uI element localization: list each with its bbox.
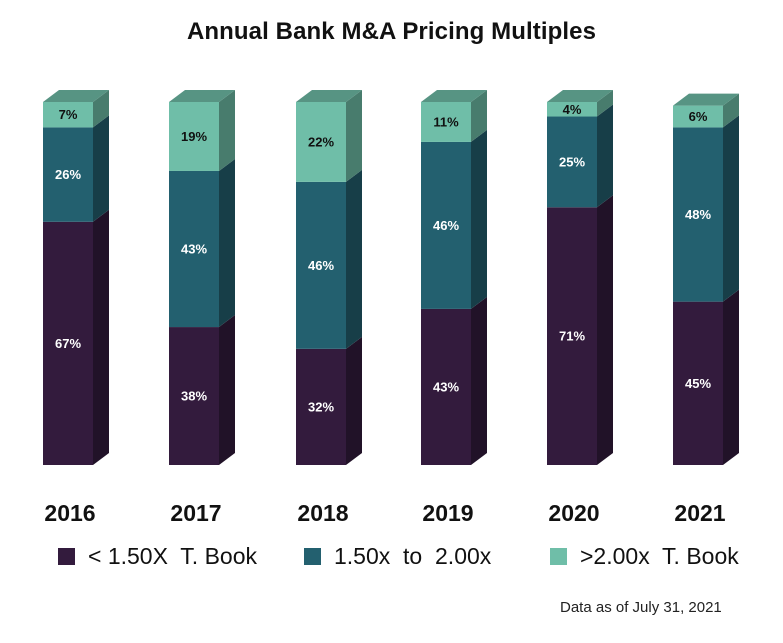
bar-segment-2017-2 xyxy=(169,102,219,171)
bar-side-2020-0 xyxy=(597,195,613,465)
bar-segment-2017-0 xyxy=(169,327,219,465)
legend: < 1.50X T. Book 1.50x to 2.00x >2.00x T.… xyxy=(58,541,758,571)
bar-segment-2018-2 xyxy=(296,102,346,182)
bar-top-2018 xyxy=(296,90,362,102)
bar-side-2020-1 xyxy=(597,104,613,208)
bar-side-2018-2 xyxy=(346,90,362,182)
legend-swatch-150-to-200 xyxy=(304,547,321,565)
bar-segment-2020-1 xyxy=(547,116,597,208)
data-label-2020-0: 71% xyxy=(559,329,585,344)
legend-swatch-over-200 xyxy=(550,547,567,565)
data-label-2019-2: 11% xyxy=(433,114,459,129)
bar-segment-2021-0 xyxy=(673,301,723,465)
legend-label-under-150: < 1.50X T. Book xyxy=(88,542,257,569)
bar-top-2017 xyxy=(169,90,235,102)
bar-segment-2016-0 xyxy=(43,221,93,465)
bar-segment-2019-1 xyxy=(421,141,471,309)
bar-side-2017-0 xyxy=(219,315,235,465)
legend-item-over-200: >2.00x T. Book xyxy=(550,541,739,571)
bar-top-2020 xyxy=(547,90,613,102)
bar-segment-2019-0 xyxy=(421,308,471,465)
bar-segment-2018-0 xyxy=(296,348,346,465)
bar-side-2018-0 xyxy=(346,336,362,465)
data-label-2017-1: 43% xyxy=(181,242,207,257)
bar-side-2021-2 xyxy=(723,93,739,128)
data-label-2017-2: 19% xyxy=(181,129,207,144)
bar-segment-2020-0 xyxy=(547,207,597,465)
bar-segment-2016-2 xyxy=(43,102,93,128)
bar-top-2021 xyxy=(673,93,739,106)
bar-top-2019 xyxy=(421,90,487,102)
data-label-2016-1: 26% xyxy=(55,167,81,182)
bar-side-2019-1 xyxy=(471,129,487,309)
bar-side-2018-1 xyxy=(346,169,362,349)
data-label-2020-2: 4% xyxy=(563,102,582,117)
bar-side-2019-0 xyxy=(471,296,487,465)
data-label-2018-0: 32% xyxy=(308,399,334,414)
bar-segment-2021-2 xyxy=(673,105,723,128)
data-label-2021-0: 45% xyxy=(685,376,711,391)
legend-swatch-under-150 xyxy=(58,547,75,565)
bar-top-2016 xyxy=(43,90,109,102)
x-tick-label-2019: 2019 xyxy=(422,500,473,526)
data-label-2018-2: 22% xyxy=(308,134,334,149)
data-label-2019-0: 43% xyxy=(433,379,459,394)
bar-side-2016-1 xyxy=(93,115,109,222)
legend-label-over-200: >2.00x T. Book xyxy=(580,542,739,569)
data-label-2021-1: 48% xyxy=(685,207,711,222)
x-tick-label-2018: 2018 xyxy=(297,500,348,526)
chart-title: Annual Bank M&A Pricing Multiples xyxy=(186,18,597,45)
bar-segment-2020-2 xyxy=(547,102,597,117)
data-label-2017-0: 38% xyxy=(181,389,207,404)
bar-side-2016-2 xyxy=(93,90,109,128)
data-label-2020-1: 25% xyxy=(559,154,585,169)
x-tick-label-2016: 2016 xyxy=(44,500,95,526)
x-tick-label-2017: 2017 xyxy=(170,500,221,526)
bar-segment-2021-1 xyxy=(673,127,723,302)
bar-segment-2017-1 xyxy=(169,170,219,328)
bar-side-2020-2 xyxy=(597,90,613,117)
bar-segment-2016-1 xyxy=(43,127,93,222)
bar-side-2021-1 xyxy=(723,115,739,302)
x-tick-label-2021: 2021 xyxy=(674,500,725,526)
bar-segment-2018-1 xyxy=(296,181,346,349)
data-label-2021-2: 6% xyxy=(689,109,708,124)
footnote: Data as of July 31, 2021 xyxy=(560,599,722,616)
bar-side-2019-2 xyxy=(471,90,487,142)
bar-side-2016-0 xyxy=(93,209,109,465)
data-label-2018-1: 46% xyxy=(308,258,334,273)
data-label-2016-2: 7% xyxy=(59,107,78,122)
bar-side-2021-0 xyxy=(723,289,739,465)
x-tick-label-2020: 2020 xyxy=(548,500,599,526)
bar-segment-2019-2 xyxy=(421,102,471,142)
bars-group: 67% 26% 7% 38% 43% 19% 32% 46% 22% 43% 46% 11% 71% 25… xyxy=(43,90,739,465)
bar-side-2017-2 xyxy=(219,90,235,171)
bar-side-2017-1 xyxy=(219,158,235,328)
data-label-2019-1: 46% xyxy=(433,218,459,233)
legend-label-150-to-200: 1.50x to 2.00x xyxy=(334,542,492,569)
legend-item-150-to-200: 1.50x to 2.00x xyxy=(304,541,491,571)
x-axis-labels: 2016 2017 2018 2019 2020 2021 xyxy=(44,500,725,526)
data-label-2016-0: 67% xyxy=(55,336,81,351)
legend-item-under-150: < 1.50X T. Book xyxy=(58,541,257,571)
